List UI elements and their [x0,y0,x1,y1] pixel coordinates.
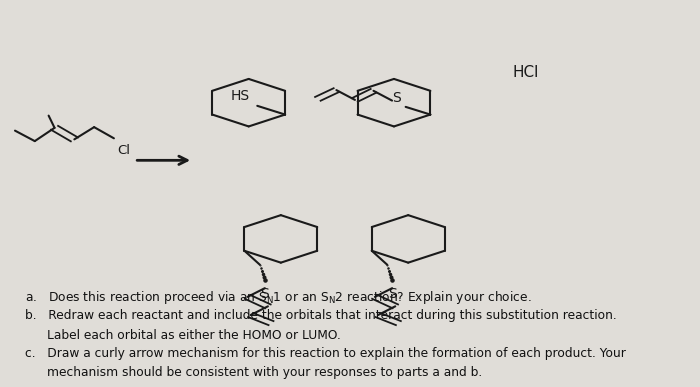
Text: S: S [388,287,397,301]
Text: mechanism should be consistent with your responses to parts a and b.: mechanism should be consistent with your… [47,366,482,379]
Text: Cl: Cl [117,144,130,157]
Text: c.   Draw a curly arrow mechanism for this reaction to explain the formation of : c. Draw a curly arrow mechanism for this… [25,347,626,360]
Text: HCl: HCl [512,65,539,80]
Text: b.   Redraw each reactant and include the orbitals that interact during this sub: b. Redraw each reactant and include the … [25,310,617,322]
Text: Label each orbital as either the HOMO or LUMO.: Label each orbital as either the HOMO or… [47,329,341,342]
Text: S: S [260,287,270,301]
Text: HS: HS [231,89,250,103]
Text: a.   Does this reaction proceed via an S$_\mathrm{N}$1 or an S$_\mathrm{N}$2 rea: a. Does this reaction proceed via an S$_… [25,288,531,305]
Text: S: S [392,91,400,105]
